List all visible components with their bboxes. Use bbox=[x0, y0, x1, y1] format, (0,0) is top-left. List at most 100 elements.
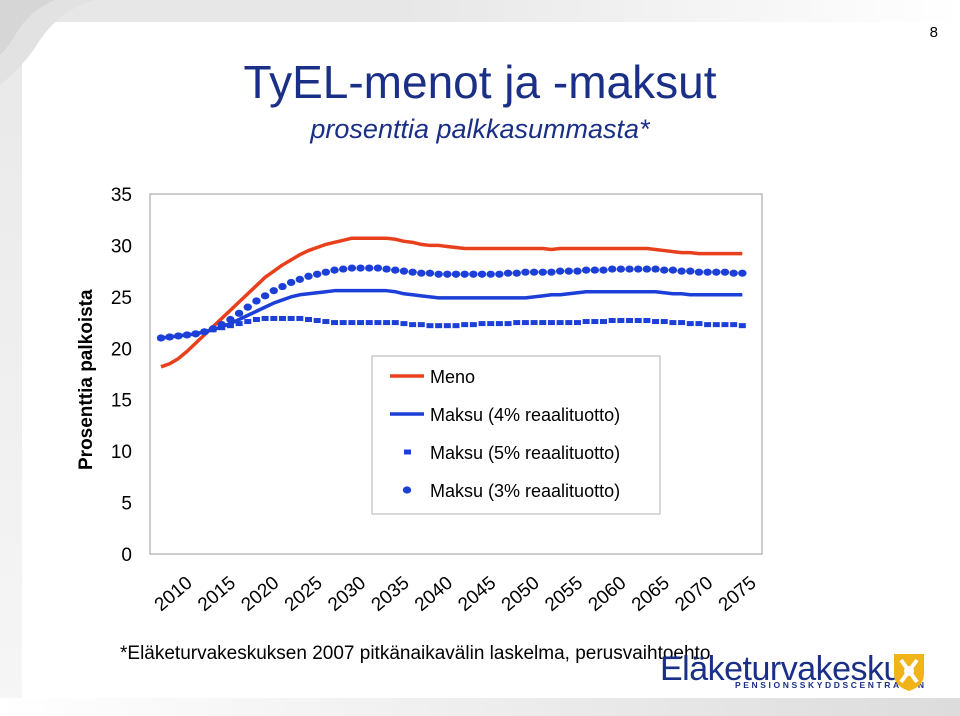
series-point bbox=[634, 265, 643, 273]
series-marker bbox=[287, 315, 295, 321]
series-marker bbox=[530, 320, 538, 326]
corner-ornament bbox=[0, 0, 95, 85]
legend-box bbox=[371, 355, 661, 515]
series-marker bbox=[495, 321, 503, 327]
series-point bbox=[382, 265, 391, 273]
series-marker bbox=[452, 323, 460, 329]
series-marker bbox=[443, 323, 451, 329]
series-marker bbox=[547, 320, 555, 326]
series-point bbox=[503, 269, 513, 277]
emblem-icon bbox=[894, 654, 924, 691]
legend-marker bbox=[404, 449, 411, 455]
series-point bbox=[443, 270, 452, 278]
series-marker bbox=[678, 320, 686, 326]
footnote: *Eläketurvakeskuksen 2007 pitkänaikaväli… bbox=[120, 643, 711, 664]
x-tick-label: 2030 bbox=[324, 573, 370, 616]
series-marker bbox=[409, 322, 417, 328]
series-line bbox=[160, 288, 743, 340]
series-point bbox=[417, 269, 426, 277]
series-marker bbox=[504, 321, 512, 327]
series-point bbox=[243, 303, 252, 311]
series-marker bbox=[296, 315, 304, 321]
series-point bbox=[312, 270, 322, 278]
series-point bbox=[191, 330, 200, 338]
series-marker bbox=[565, 320, 573, 326]
x-tick-label: 2050 bbox=[498, 573, 544, 616]
series-point bbox=[677, 267, 686, 275]
series-point bbox=[451, 270, 461, 278]
series-point bbox=[564, 267, 573, 275]
series-marker bbox=[695, 321, 703, 327]
series-marker bbox=[313, 318, 321, 324]
series-point bbox=[573, 267, 582, 275]
series-point bbox=[286, 278, 296, 287]
legend-label: Maksu (3% reaalituotto) bbox=[430, 481, 620, 501]
series-marker bbox=[539, 320, 547, 326]
series-marker bbox=[487, 321, 495, 327]
series-point bbox=[477, 270, 487, 278]
bottom-decor-bar bbox=[0, 698, 960, 716]
series-marker bbox=[608, 318, 616, 324]
series-marker bbox=[383, 320, 391, 326]
x-tick-label: 2010 bbox=[151, 573, 197, 616]
legend-label: Meno bbox=[430, 367, 475, 387]
series-point bbox=[581, 266, 591, 274]
x-tick-label: 2075 bbox=[715, 573, 761, 616]
series-point bbox=[469, 270, 478, 278]
series-point bbox=[174, 332, 183, 340]
left-decor-strip bbox=[0, 0, 22, 716]
series-point bbox=[356, 264, 365, 272]
legend-label: Maksu (5% reaalituotto) bbox=[430, 443, 620, 463]
series-point bbox=[321, 268, 331, 276]
series-point bbox=[668, 266, 678, 274]
series-point bbox=[738, 269, 747, 277]
series-point bbox=[208, 325, 218, 333]
series-marker bbox=[626, 318, 634, 324]
series-point bbox=[486, 270, 495, 278]
series-point bbox=[686, 267, 695, 275]
series-marker bbox=[235, 321, 243, 327]
series-marker bbox=[391, 320, 399, 326]
x-tick-label: 2015 bbox=[194, 573, 240, 616]
series-marker bbox=[252, 316, 260, 322]
series-marker bbox=[400, 321, 408, 327]
series-point bbox=[625, 265, 634, 273]
series-marker bbox=[278, 315, 286, 321]
series-marker bbox=[634, 318, 642, 324]
series-point bbox=[347, 264, 357, 272]
series-marker bbox=[469, 322, 477, 328]
series-marker bbox=[461, 322, 469, 328]
series-point bbox=[512, 269, 521, 277]
x-tick-label: 2070 bbox=[671, 573, 717, 616]
series-point bbox=[234, 309, 244, 317]
y-tick-label: 30 bbox=[111, 236, 132, 257]
series-point bbox=[330, 266, 339, 274]
y-tick-label: 20 bbox=[111, 339, 132, 360]
series-point bbox=[607, 265, 617, 273]
series-point bbox=[555, 267, 565, 275]
series-marker bbox=[652, 319, 660, 325]
series-point bbox=[642, 265, 652, 273]
x-tick-label: 2055 bbox=[541, 573, 587, 616]
x-tick-label: 2025 bbox=[281, 573, 327, 616]
series-point bbox=[694, 268, 704, 276]
series-marker bbox=[712, 322, 720, 328]
series-point bbox=[365, 264, 374, 272]
series-marker bbox=[660, 319, 668, 325]
y-tick-label: 0 bbox=[121, 545, 132, 566]
slide-title: TyEL-menot ja -maksut bbox=[243, 56, 717, 108]
series-point bbox=[278, 282, 287, 291]
x-tick-label: 2060 bbox=[585, 573, 631, 616]
series-point bbox=[547, 268, 556, 276]
y-tick-label: 35 bbox=[111, 185, 132, 206]
series-marker bbox=[322, 319, 330, 325]
y-tick-label: 5 bbox=[121, 494, 132, 515]
x-tick-label: 2045 bbox=[454, 573, 500, 616]
series-marker bbox=[305, 316, 312, 322]
series-point bbox=[434, 270, 443, 278]
series-marker bbox=[244, 319, 252, 325]
series-point bbox=[660, 266, 669, 274]
series-point bbox=[590, 266, 600, 274]
series-point bbox=[373, 264, 383, 272]
